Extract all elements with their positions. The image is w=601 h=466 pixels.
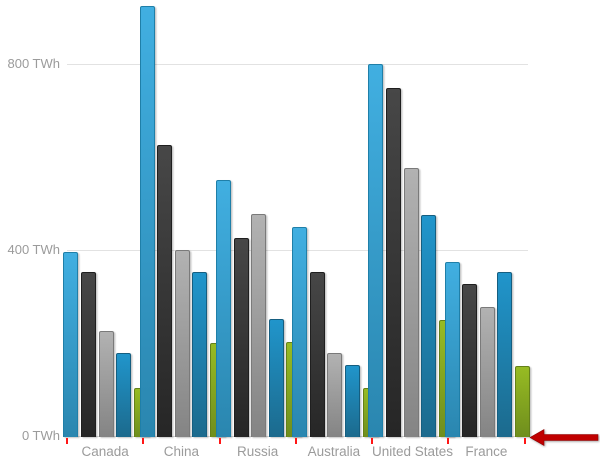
bar-russia-series-3-gray[interactable] bbox=[251, 214, 267, 437]
x-axis-tick bbox=[218, 438, 221, 444]
bar-australia-series-1-light-blue[interactable] bbox=[292, 227, 308, 437]
x-axis-category-label-canada: Canada bbox=[81, 444, 129, 459]
bar-france-series-2-dark-gray[interactable] bbox=[462, 284, 478, 437]
bar-australia-series-4-blue[interactable] bbox=[344, 365, 360, 437]
bar-france-series-5-green[interactable] bbox=[515, 366, 531, 437]
bar-australia-series-3-gray[interactable] bbox=[327, 353, 343, 437]
x-axis-category-label-russia: Russia bbox=[236, 444, 279, 459]
bar-china-series-3-gray[interactable] bbox=[174, 250, 190, 437]
bar-china-series-2-dark-gray[interactable] bbox=[157, 145, 173, 437]
y-axis-tick-label: 800 TWh bbox=[7, 56, 60, 71]
x-axis-category-label-united-states: United States bbox=[372, 444, 454, 459]
x-axis-tick bbox=[523, 438, 526, 444]
bar-russia-series-4-blue[interactable] bbox=[268, 319, 284, 437]
bar-australia-series-2-dark-gray[interactable] bbox=[309, 272, 325, 437]
x-axis-tick bbox=[294, 438, 297, 444]
y-axis-tick-label: 400 TWh bbox=[7, 242, 60, 257]
bar-china-series-1-light-blue[interactable] bbox=[139, 6, 155, 437]
x-axis-category-label-china: China bbox=[163, 444, 200, 459]
bar-united-states-series-3-gray[interactable] bbox=[403, 168, 419, 437]
bar-canada-series-3-gray[interactable] bbox=[98, 331, 114, 437]
y-axis-tick-label: 0 TWh bbox=[21, 428, 60, 443]
bar-france-series-3-gray[interactable] bbox=[479, 307, 495, 437]
x-axis-tick bbox=[66, 438, 68, 444]
bar-canada-series-4-blue[interactable] bbox=[116, 353, 132, 437]
x-axis-tick bbox=[447, 438, 450, 444]
x-axis-tick bbox=[142, 438, 145, 444]
bar-russia-series-2-dark-gray[interactable] bbox=[233, 238, 249, 437]
red-arrow-annotation bbox=[528, 427, 600, 448]
bar-china-series-4-blue[interactable] bbox=[192, 272, 208, 437]
bar-united-states-series-4-blue[interactable] bbox=[421, 215, 437, 437]
bar-canada-series-1-light-blue[interactable] bbox=[63, 252, 79, 437]
gridline-800 bbox=[67, 64, 528, 65]
bar-france-series-1-light-blue[interactable] bbox=[444, 262, 460, 437]
bar-united-states-series-1-light-blue[interactable] bbox=[368, 64, 384, 437]
x-axis-category-label-france: France bbox=[465, 444, 508, 459]
bar-france-series-4-blue[interactable] bbox=[497, 272, 513, 437]
x-axis-category-label-australia: Australia bbox=[307, 444, 361, 459]
x-axis-tick bbox=[371, 438, 373, 444]
left-arrow-icon bbox=[529, 428, 599, 447]
bar-canada-series-2-dark-gray[interactable] bbox=[81, 272, 97, 437]
bar-russia-series-1-light-blue[interactable] bbox=[215, 180, 231, 437]
bar-united-states-series-2-dark-gray[interactable] bbox=[386, 88, 402, 437]
